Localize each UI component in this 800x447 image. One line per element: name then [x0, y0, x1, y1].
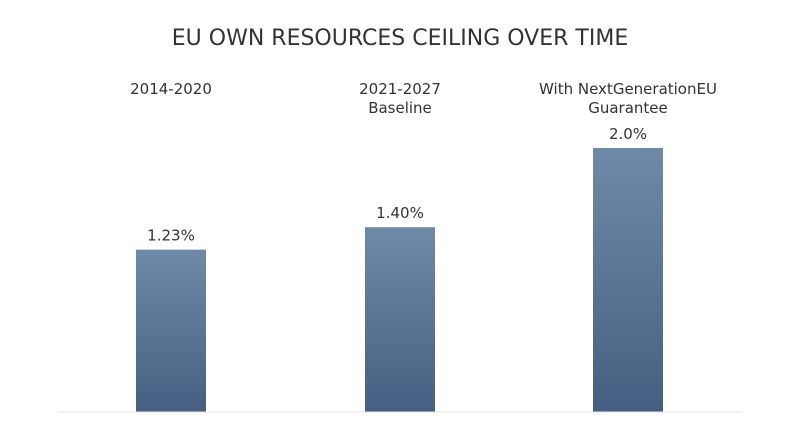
category-label-1-line-1: Baseline	[368, 99, 432, 117]
value-label-2: 2.0%	[609, 125, 647, 143]
value-label-0: 1.23%	[147, 227, 195, 245]
bar-2	[593, 148, 663, 412]
bar-0	[136, 249, 206, 412]
value-label-1: 1.40%	[376, 204, 424, 222]
category-label-0-line-0: 2014-2020	[130, 80, 212, 98]
category-label-2-line-1: Guarantee	[588, 99, 668, 117]
category-label-1-line-0: 2021-2027	[359, 80, 441, 98]
category-label-2-line-0: With NextGenerationEU	[539, 80, 717, 98]
bar-1	[365, 227, 435, 412]
chart-title: EU OWN RESOURCES CEILING OVER TIME	[172, 26, 628, 51]
